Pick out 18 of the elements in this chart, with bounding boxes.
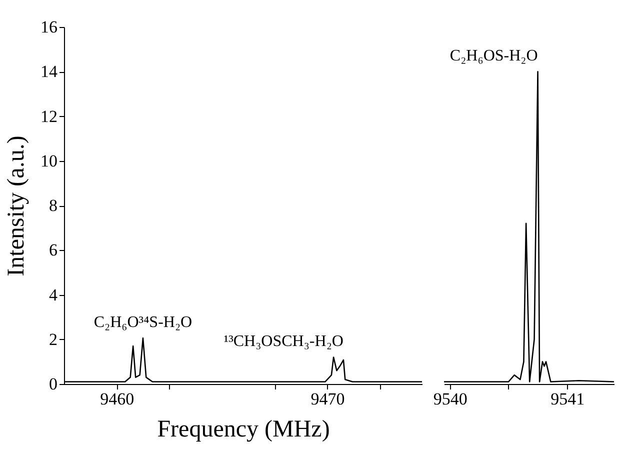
annotation: C₂H₆O³⁴S-H₂O: [94, 314, 192, 332]
y-tick-label: 10: [40, 151, 58, 170]
annotation: ¹³CH₃OSCH₃-H₂O: [224, 333, 344, 350]
y-tick-label: 14: [40, 62, 58, 82]
y-tick-label: 2: [49, 330, 58, 349]
x-tick-label: 9470: [310, 390, 345, 408]
x-tick-label: 9460: [100, 390, 134, 408]
y-tick-label: 6: [49, 240, 58, 260]
x-tick-label: 9541: [550, 390, 585, 408]
x-tick-label: 9540: [433, 390, 468, 408]
y-tick-label: 4: [49, 285, 58, 304]
y-axis-title: Intensity (a.u.): [4, 136, 30, 276]
y-tick-label: 12: [40, 106, 58, 126]
y-tick-label: 0: [49, 374, 58, 394]
y-tick-label: 16: [40, 18, 58, 36]
x-axis-title: Frequency (MHz): [157, 416, 330, 442]
annotation: C₂H₆OS-H₂O: [450, 48, 538, 65]
y-tick-label: 8: [49, 196, 58, 215]
